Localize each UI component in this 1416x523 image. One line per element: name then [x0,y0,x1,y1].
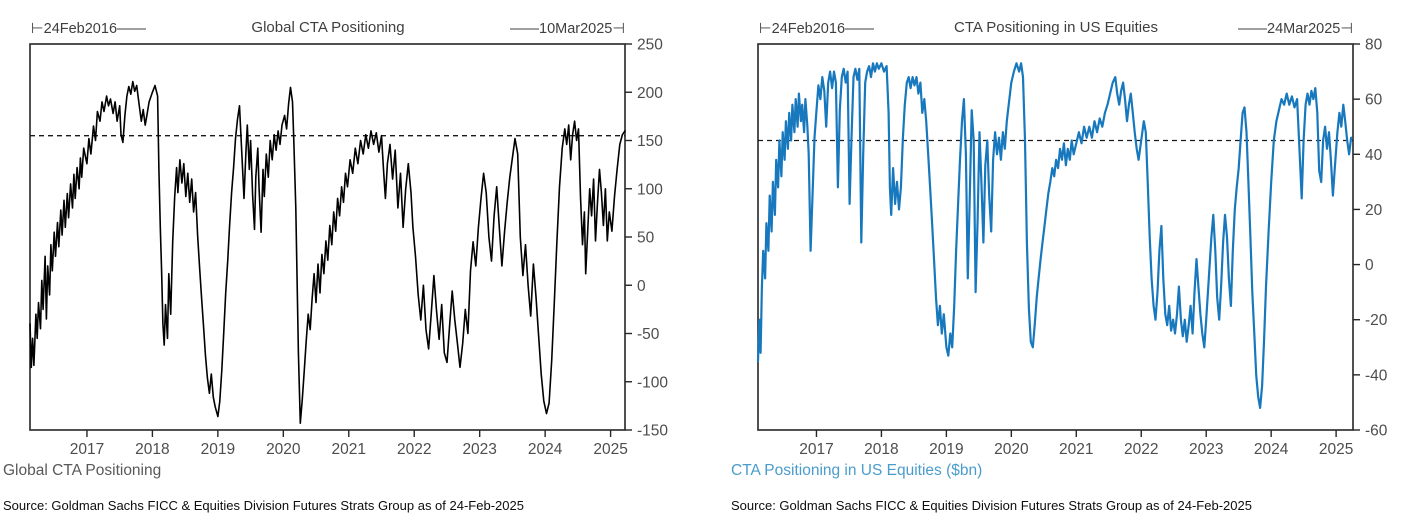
x-tick-label: 2017 [799,441,833,458]
series-line [756,62,1353,409]
global-cta-positioning-chart: ⊢24Feb2016—— Global CTA Positioning ——10… [0,0,706,523]
chart-canvas: ⊢24Feb2016—— CTA Positioning in US Equit… [731,19,1388,513]
y-axis: 80 60 40 20 0 -20 -40 -60 [1353,37,1388,440]
x-tick-label: 2024 [1254,441,1289,458]
date-range-start-annotation: ⊢24Feb2016—— [31,21,147,37]
x-tick-label: 2019 [929,441,963,458]
x-tick-label: 2018 [135,441,169,458]
y-axis: 250 200 150 100 50 0 -50 -100 -150 [625,37,668,440]
legend-label: CTA Positioning in US Equities ($bn) [731,462,982,479]
date-range-end-annotation: ——24Mar2025⊣ [1238,21,1353,37]
chart-canvas: ⊢24Feb2016—— Global CTA Positioning ——10… [3,19,668,513]
x-tick-label: 2018 [864,441,898,458]
x-tick-label: 2023 [462,441,496,458]
source-text: Source: Goldman Sachs FICC & Equities Di… [731,498,1252,513]
us-equities-cta-positioning-chart: ⊢24Feb2016—— CTA Positioning in US Equit… [728,0,1416,523]
x-axis: 2017 2018 2019 2020 2021 2022 2023 2024 2025 [799,430,1353,458]
y-tick-label: 0 [1365,257,1374,274]
y-tick-label: -20 [1365,312,1388,329]
y-tick-label: 20 [1365,202,1383,219]
y-tick-label: 100 [637,181,663,198]
chart-title: CTA Positioning in US Equities [954,19,1158,36]
plot-border [29,43,626,431]
y-tick-label: 60 [1365,92,1383,109]
legend-label: Global CTA Positioning [3,462,161,479]
y-tick-label: 50 [637,230,655,247]
y-tick-label: -100 [637,374,668,391]
y-tick-label: 250 [637,37,663,54]
x-tick-label: 2024 [528,441,563,458]
x-tick-label: 2017 [70,441,104,458]
y-tick-label: -150 [637,423,668,440]
series-line [29,80,626,425]
x-tick-label: 2023 [1189,441,1223,458]
date-range-start-annotation: ⊢24Feb2016—— [759,21,875,37]
y-tick-label: 200 [637,85,663,102]
y-tick-label: -60 [1365,423,1388,440]
source-text: Source: Goldman Sachs FICC & Equities Di… [3,498,524,513]
x-tick-label: 2020 [266,441,301,458]
plot-border [757,43,1354,431]
x-tick-label: 2025 [593,441,627,458]
x-tick-label: 2022 [1124,441,1158,458]
x-tick-label: 2025 [1319,441,1353,458]
x-tick-label: 2019 [201,441,235,458]
y-tick-label: -50 [637,326,660,343]
chart-title: Global CTA Positioning [251,19,404,36]
y-tick-label: 80 [1365,37,1383,54]
x-tick-label: 2022 [397,441,431,458]
y-tick-label: -40 [1365,367,1388,384]
x-axis: 2017 2018 2019 2020 2021 2022 2023 2024 2025 [70,430,628,458]
y-tick-label: 40 [1365,147,1383,164]
y-tick-label: 0 [637,278,646,295]
y-tick-label: 150 [637,133,663,150]
x-tick-label: 2020 [994,441,1029,458]
date-range-end-annotation: ——10Mar2025⊣ [510,21,625,37]
x-tick-label: 2021 [1059,441,1093,458]
x-tick-label: 2021 [332,441,366,458]
